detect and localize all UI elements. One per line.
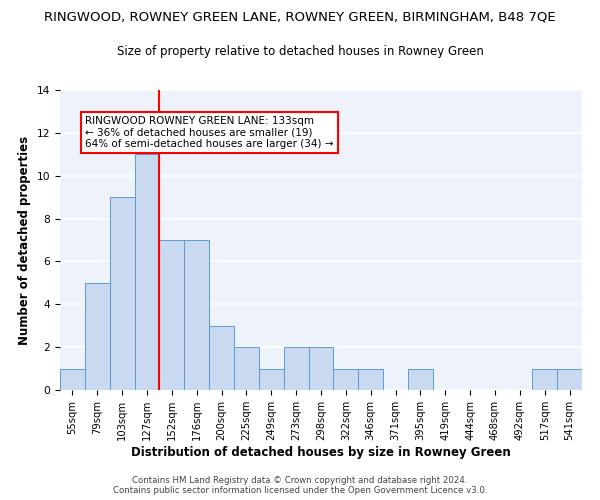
Bar xyxy=(160,240,184,390)
Bar xyxy=(184,240,209,390)
Bar xyxy=(532,368,557,390)
Text: RINGWOOD ROWNEY GREEN LANE: 133sqm
← 36% of detached houses are smaller (19)
64%: RINGWOOD ROWNEY GREEN LANE: 133sqm ← 36%… xyxy=(85,116,334,149)
Bar xyxy=(358,368,383,390)
Bar xyxy=(408,368,433,390)
Bar xyxy=(60,368,85,390)
Bar xyxy=(308,347,334,390)
Bar xyxy=(259,368,284,390)
Bar xyxy=(284,347,308,390)
Text: RINGWOOD, ROWNEY GREEN LANE, ROWNEY GREEN, BIRMINGHAM, B48 7QE: RINGWOOD, ROWNEY GREEN LANE, ROWNEY GREE… xyxy=(44,10,556,23)
Bar xyxy=(334,368,358,390)
Y-axis label: Number of detached properties: Number of detached properties xyxy=(18,136,31,344)
Bar xyxy=(234,347,259,390)
Bar xyxy=(134,154,160,390)
Bar xyxy=(85,283,110,390)
Text: Contains HM Land Registry data © Crown copyright and database right 2024.
Contai: Contains HM Land Registry data © Crown c… xyxy=(113,476,487,495)
X-axis label: Distribution of detached houses by size in Rowney Green: Distribution of detached houses by size … xyxy=(131,446,511,458)
Bar xyxy=(557,368,582,390)
Text: Size of property relative to detached houses in Rowney Green: Size of property relative to detached ho… xyxy=(116,45,484,58)
Bar xyxy=(110,197,134,390)
Bar xyxy=(209,326,234,390)
